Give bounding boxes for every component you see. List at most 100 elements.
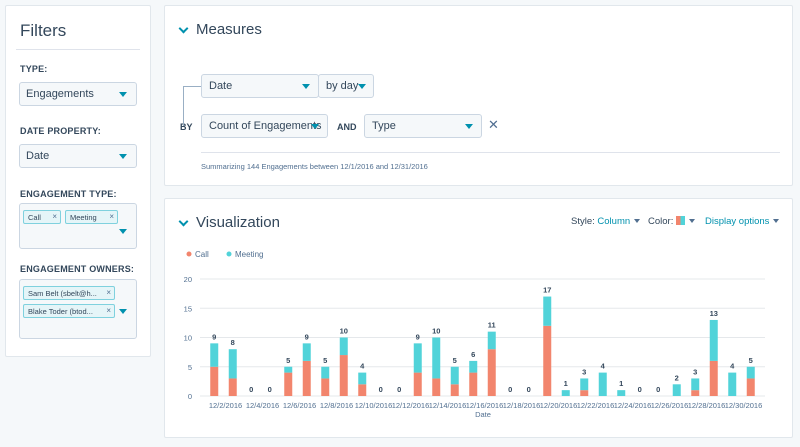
date-select-value: Date (209, 80, 233, 92)
date-select[interactable]: Date (201, 74, 319, 98)
style-control[interactable]: Style: Column (571, 216, 641, 227)
data-label: 13 (710, 309, 718, 318)
bar-segment-meeting (487, 331, 496, 350)
data-label: 5 (453, 356, 457, 365)
data-label: 2 (675, 373, 679, 382)
x-tick-label: 12/2/2016 (209, 401, 242, 410)
bar-segment-meeting (728, 372, 737, 396)
color-control[interactable]: Color: (648, 216, 695, 227)
display-options-control[interactable]: Display options (705, 216, 780, 227)
close-icon[interactable]: × (52, 212, 57, 221)
data-label: 9 (212, 332, 216, 341)
x-tick-label: 12/26/2016 (651, 401, 689, 410)
display-options-label: Display options (705, 216, 770, 227)
filters-divider (16, 49, 140, 50)
date-property-label: DATE PROPERTY: (20, 126, 101, 136)
engagement-owners-multiselect[interactable]: Sam Belt (sbelt@h... × Blake Toder (btod… (19, 279, 137, 339)
bar-segment-call (432, 378, 441, 396)
chevron-down-icon (119, 92, 127, 97)
bar-segment-meeting (543, 296, 552, 326)
tag-owner-blake-label: Blake Toder (btod... (28, 307, 93, 316)
bar-segment-meeting (580, 378, 589, 391)
x-tick-label: 12/10/2016 (355, 401, 393, 410)
measures-title: Measures (196, 21, 262, 38)
tag-owner-sam: Sam Belt (sbelt@h... × (23, 286, 115, 300)
type-select-value: Type (372, 120, 396, 132)
by-label: BY (180, 122, 193, 132)
data-label: 9 (305, 332, 309, 341)
bar-segment-meeting (210, 343, 219, 367)
bar-segment-call (543, 325, 552, 396)
chevron-down-icon (465, 124, 473, 129)
bar-segment-call (339, 355, 348, 396)
engagement-type-label: ENGAGEMENT TYPE: (20, 189, 117, 199)
color-swatch-icon (675, 216, 685, 225)
bar-segment-meeting (432, 337, 441, 379)
data-label: 0 (249, 385, 253, 394)
y-tick-label: 0 (188, 392, 192, 401)
data-label: 3 (693, 367, 697, 376)
bar-segment-call (450, 384, 459, 396)
bar-segment-meeting (561, 390, 570, 396)
x-tick-label: 12/8/2016 (320, 401, 353, 410)
data-label: 8 (231, 338, 235, 347)
x-tick-label: 12/28/2016 (688, 401, 726, 410)
chevron-down-icon (634, 219, 641, 224)
frequency-select[interactable]: by day (318, 74, 374, 98)
type-select[interactable]: Type (364, 114, 482, 138)
style-label: Style: (571, 216, 595, 227)
bar-segment-meeting (469, 360, 478, 373)
close-icon[interactable]: × (109, 212, 114, 221)
data-label: 10 (432, 327, 440, 336)
y-tick-label: 20 (184, 275, 192, 284)
bar-segment-meeting (358, 372, 367, 385)
tag-call-label: Call (28, 213, 41, 222)
data-label: 4 (360, 362, 365, 371)
x-tick-label: 12/22/2016 (577, 401, 615, 410)
tag-meeting: Meeting × (65, 210, 118, 224)
bar-segment-call (469, 372, 478, 396)
data-label: 0 (379, 385, 383, 394)
type-select-value: Engagements (26, 88, 94, 100)
bar-segment-meeting (691, 378, 700, 391)
bar-segment-meeting (598, 372, 607, 396)
filters-title: Filters (20, 21, 67, 40)
legend-label: Meeting (235, 250, 263, 259)
chevron-down-icon (302, 84, 310, 89)
bar-segment-call (413, 372, 422, 396)
count-select[interactable]: Count of Engagements (201, 114, 328, 138)
chevron-down-icon[interactable] (178, 23, 189, 34)
x-tick-label: 12/18/2016 (503, 401, 541, 410)
chevron-down-icon (119, 309, 127, 314)
tag-call: Call × (23, 210, 61, 224)
close-icon[interactable]: × (106, 288, 111, 297)
x-tick-label: 12/14/2016 (429, 401, 467, 410)
bar-segment-meeting (709, 319, 718, 361)
engagement-type-multiselect[interactable]: Call × Meeting × (19, 203, 137, 249)
bar-segment-meeting (321, 366, 330, 379)
data-label: 4 (601, 362, 606, 371)
bar-segment-call (358, 384, 367, 396)
data-label: 4 (730, 362, 735, 371)
tag-owner-sam-label: Sam Belt (sbelt@h... (28, 289, 97, 298)
bar-segment-meeting (228, 349, 237, 379)
data-label: 17 (543, 286, 551, 295)
frequency-select-value: by day (326, 80, 359, 92)
bar-segment-call (709, 360, 718, 396)
bar-segment-call (210, 366, 219, 396)
data-label: 5 (323, 356, 327, 365)
legend-marker (226, 251, 232, 257)
data-label: 5 (749, 356, 753, 365)
bar-segment-call (487, 349, 496, 396)
data-label: 0 (527, 385, 531, 394)
filters-panel: Filters TYPE: Engagements DATE PROPERTY:… (5, 5, 151, 357)
remove-icon[interactable]: ✕ (488, 117, 499, 132)
type-select[interactable]: Engagements (19, 82, 137, 106)
color-label: Color: (648, 216, 674, 227)
and-label: AND (337, 122, 357, 132)
close-icon[interactable]: × (106, 306, 111, 315)
date-property-select[interactable]: Date (19, 144, 137, 168)
measures-panel: Measures Date by day BY Count of Engagem… (164, 5, 793, 186)
summary-divider (201, 152, 780, 153)
chevron-down-icon (358, 84, 366, 89)
